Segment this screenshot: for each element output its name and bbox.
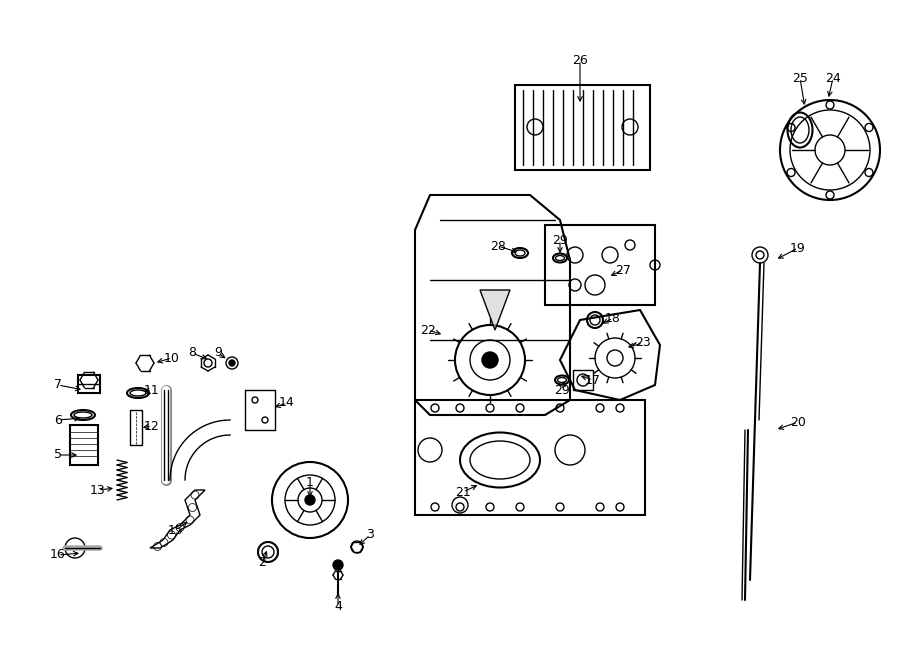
Text: 11: 11 bbox=[144, 383, 160, 397]
Text: 3: 3 bbox=[366, 529, 373, 541]
Bar bbox=[545, 225, 655, 305]
Text: 20: 20 bbox=[790, 416, 806, 428]
Bar bbox=[78, 375, 100, 393]
Bar bbox=[70, 425, 98, 465]
Text: 28: 28 bbox=[491, 239, 506, 253]
Text: 17: 17 bbox=[585, 373, 601, 387]
Text: 2: 2 bbox=[258, 557, 265, 570]
Text: 29: 29 bbox=[552, 233, 568, 247]
Bar bbox=[130, 410, 142, 445]
Text: 25: 25 bbox=[792, 71, 808, 85]
Polygon shape bbox=[480, 290, 510, 330]
Text: 16: 16 bbox=[50, 549, 66, 561]
Text: 21: 21 bbox=[455, 485, 471, 498]
Text: 12: 12 bbox=[144, 420, 160, 432]
Text: 26: 26 bbox=[572, 54, 588, 67]
Text: 24: 24 bbox=[825, 71, 841, 85]
Text: 8: 8 bbox=[188, 346, 196, 360]
Text: 7: 7 bbox=[54, 379, 62, 391]
Text: 22: 22 bbox=[420, 323, 436, 336]
Bar bbox=[415, 400, 645, 515]
Text: 27: 27 bbox=[615, 264, 631, 276]
Text: 18: 18 bbox=[605, 311, 621, 325]
Circle shape bbox=[482, 352, 498, 368]
Text: 6: 6 bbox=[54, 414, 62, 426]
Text: 4: 4 bbox=[334, 600, 342, 613]
Text: 1: 1 bbox=[306, 477, 314, 490]
Circle shape bbox=[333, 560, 343, 570]
Text: 23: 23 bbox=[635, 336, 651, 350]
Text: 29: 29 bbox=[554, 383, 570, 397]
Text: 9: 9 bbox=[214, 346, 222, 360]
Circle shape bbox=[305, 495, 315, 505]
Text: 19: 19 bbox=[790, 241, 806, 254]
Text: 14: 14 bbox=[279, 397, 295, 410]
Text: 15: 15 bbox=[168, 524, 184, 537]
Bar bbox=[515, 85, 650, 170]
Text: 10: 10 bbox=[164, 352, 180, 364]
Text: 13: 13 bbox=[90, 483, 106, 496]
Text: 5: 5 bbox=[54, 449, 62, 461]
Bar bbox=[573, 370, 593, 390]
Circle shape bbox=[229, 360, 235, 366]
